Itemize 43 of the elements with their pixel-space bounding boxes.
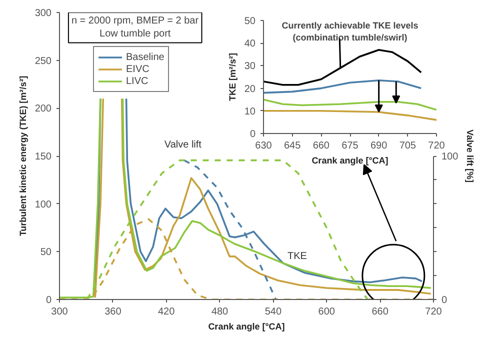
x-tick-label: 645 — [284, 140, 302, 152]
x-tick-label: 660 — [312, 140, 330, 152]
x-axis-title: Crank angle [°CA] — [208, 322, 285, 332]
y-tick-label: 150 — [34, 152, 52, 162]
x-tick-label: 300 — [51, 306, 68, 318]
y-tick-label: 20 — [244, 84, 256, 95]
x-tick-label: 600 — [318, 306, 336, 318]
y-tick-label: 50 — [244, 16, 256, 27]
x-tick-label: 660 — [372, 306, 389, 318]
y2-tick-label: 0 — [442, 295, 448, 306]
y-tick-label: 200 — [34, 104, 52, 115]
x-tick-label: 675 — [342, 140, 359, 152]
y-tick-label: 250 — [34, 56, 52, 67]
annotation: Valve lift — [164, 139, 202, 150]
y-tick-label: 0 — [46, 295, 52, 306]
x-tick-label: 720 — [425, 306, 442, 318]
annotation: n = 2000 rpm, BMEP = 2 bar Low tumble port — [71, 16, 200, 40]
x-axis-title: Crank angle [°CA] — [312, 156, 388, 166]
x-tick-label: 480 — [211, 306, 229, 318]
y-tick-label: 50 — [40, 247, 52, 258]
y-tick-label: 0 — [250, 129, 256, 140]
text: Currently achievable TKE levels (combination tumble/swirl) — [282, 20, 418, 42]
x-tick-label: 630 — [255, 140, 272, 152]
x-tick-label: 705 — [399, 140, 416, 152]
x-tick-label: 690 — [370, 140, 388, 152]
y-tick-label: 10 — [244, 106, 256, 118]
y2-axis-title: Valve lift [%] — [465, 129, 476, 183]
legend-label: EIVC — [126, 63, 150, 75]
annotation: TKE — [288, 251, 308, 262]
y-axis-title: TKE [m²/s²] — [227, 53, 238, 101]
y-tick-label: 300 — [34, 8, 52, 19]
y-tick-label: 30 — [244, 61, 256, 72]
legend-label: LIVC — [126, 75, 148, 87]
y-tick-label: 40 — [244, 38, 256, 50]
x-tick-label: 720 — [428, 140, 446, 152]
x-tick-label: 420 — [158, 306, 176, 318]
x-tick-label: 360 — [104, 306, 122, 318]
line-series — [264, 79, 422, 94]
y-tick-label: 100 — [34, 199, 52, 210]
legend-label: Baseline — [126, 51, 164, 63]
x-tick-label: 540 — [264, 306, 282, 318]
y-axis-title: Turbulent kinetic energy (TKE) [m²/s²] — [18, 76, 28, 236]
y2-tick-label: 100 — [442, 152, 459, 162]
